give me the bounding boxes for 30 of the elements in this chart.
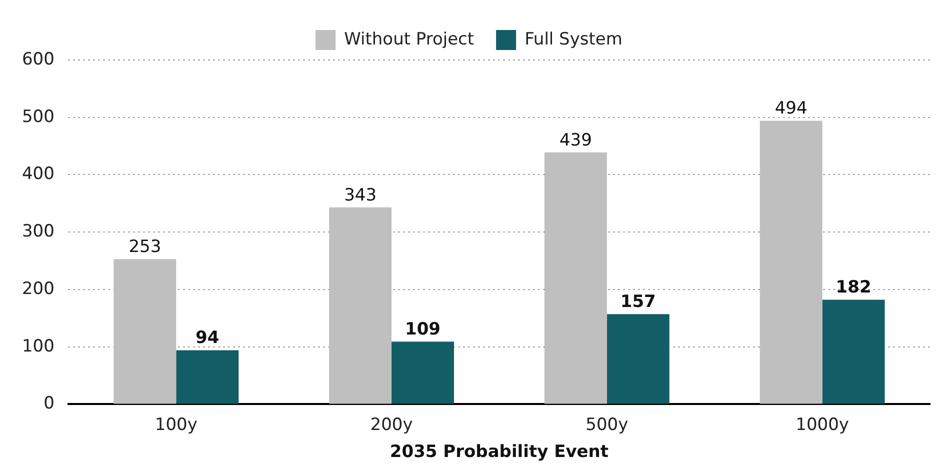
x-tick-label: 500y: [586, 414, 628, 435]
y-tick-label: 300: [22, 222, 54, 242]
data-label: 182: [836, 278, 872, 298]
data-label: 94: [196, 328, 220, 348]
x-tick-label: 100y: [154, 414, 198, 435]
x-tick-label: 200y: [370, 414, 413, 435]
y-tick-label: 400: [22, 164, 54, 184]
y-tick-label: 100: [22, 336, 54, 356]
y-tick-label: 0: [44, 394, 54, 414]
x-axis-title: 2035 Probability Event: [390, 442, 609, 462]
data-label: 439: [559, 130, 592, 150]
bar: [329, 207, 392, 404]
data-label: 494: [774, 98, 808, 119]
data-label: 109: [405, 320, 441, 340]
bar: [606, 314, 670, 404]
legend-label: Full System: [524, 29, 622, 50]
legend-label: Without Project: [344, 29, 474, 50]
bar: [392, 342, 454, 404]
x-tick-label: 1000y: [796, 414, 849, 435]
y-tick-label: 200: [22, 278, 54, 299]
bar: [760, 120, 822, 404]
y-tick-label: 500: [22, 106, 54, 127]
bar: [822, 300, 885, 404]
y-tick-label: 600: [22, 49, 54, 70]
data-label: 343: [344, 185, 377, 206]
bar: [544, 152, 607, 404]
data-label: 253: [128, 236, 162, 257]
bar: [176, 350, 239, 404]
data-label: 157: [620, 292, 656, 312]
bar: [114, 259, 176, 404]
